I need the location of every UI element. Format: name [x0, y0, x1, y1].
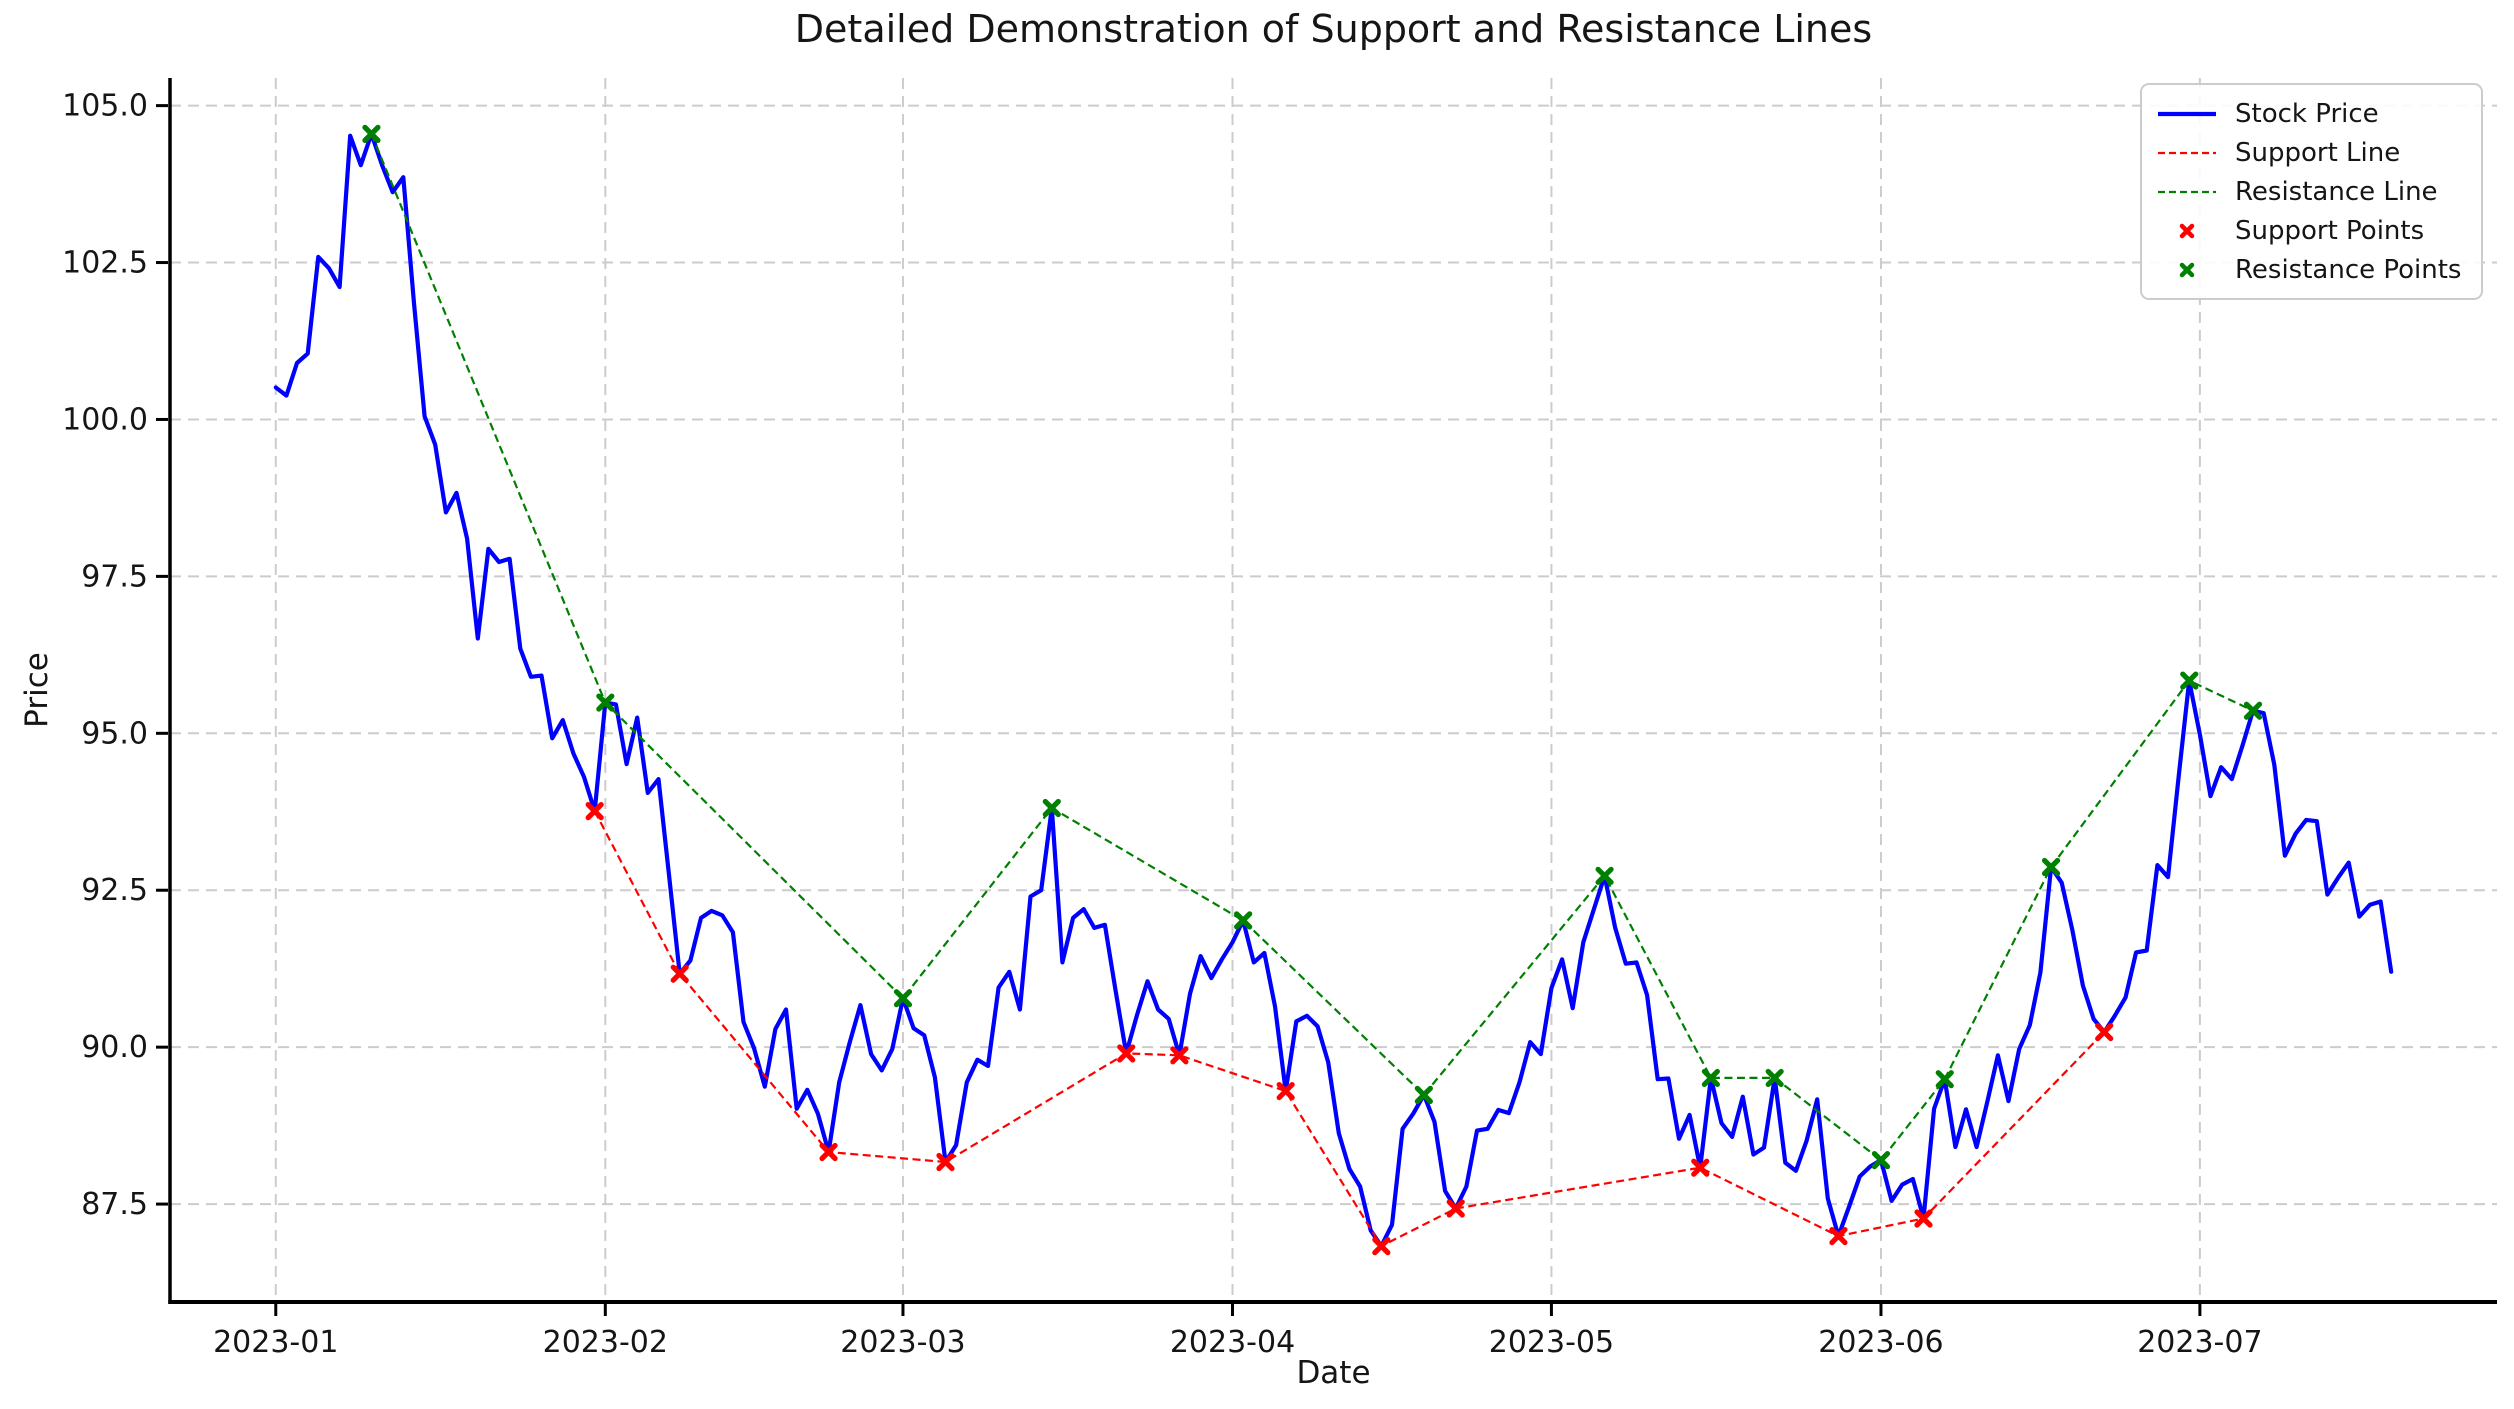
support-point-marker	[936, 1152, 955, 1172]
support-point-marker	[1691, 1158, 1710, 1177]
legend-item-label: Support Points	[2235, 215, 2425, 246]
resistance-point-marker	[1935, 1070, 1954, 1089]
x-axis-label: Date	[1296, 1355, 1371, 1391]
x-tick-label: 2023-07	[2137, 1325, 2262, 1360]
resistance-points-marker-icon	[2179, 262, 2195, 277]
support-point-marker	[585, 802, 604, 821]
support-point-marker	[670, 964, 689, 983]
resistance-point-marker	[596, 693, 615, 712]
y-tick-label: 90.0	[81, 1030, 148, 1065]
x-tick-label: 2023-04	[1170, 1325, 1295, 1360]
resistance-point-marker	[1701, 1068, 1720, 1088]
resistance-point-markers	[362, 124, 2263, 1170]
resistance-point-marker	[2243, 701, 2263, 720]
stock-price-line-sample-icon	[2158, 111, 2216, 116]
x-tick-label: 2023-01	[213, 1325, 338, 1360]
y-axis-label: Price	[19, 652, 55, 728]
y-tick-label: 97.5	[81, 559, 148, 594]
support-point-marker	[1276, 1082, 1295, 1101]
chart-title: Detailed Demonstration of Support and Re…	[794, 7, 1873, 51]
support-point-marker	[1170, 1046, 1189, 1065]
support-point-marker	[2095, 1022, 2114, 1042]
support-point-marker	[1914, 1209, 1933, 1228]
x-tick-label: 2023-02	[543, 1325, 668, 1360]
resistance-point-marker	[2180, 671, 2199, 690]
tick-labels: 2023-01 2023-02 2023-03 2023-04 2023-05 2023-…	[62, 89, 2262, 1360]
legend-item-label: Stock Price	[2235, 98, 2379, 129]
legend-item-label: Resistance Points	[2235, 254, 2462, 285]
y-tick-label: 102.5	[62, 246, 148, 281]
legend-item-label: Support Line	[2235, 137, 2401, 168]
support-line	[593, 810, 2105, 1248]
resistance-point-marker	[1234, 911, 1253, 930]
resistance-point-marker	[1042, 798, 1061, 818]
stock-price-line	[273, 131, 2394, 1249]
x-tick-label: 2023-05	[1489, 1325, 1614, 1360]
x-tick-label: 2023-03	[840, 1325, 965, 1360]
support-point-marker	[1372, 1237, 1391, 1256]
support-line-sample-icon	[2158, 151, 2216, 154]
resistance-point-marker	[1595, 866, 1614, 885]
x-tick-label: 2023-06	[1818, 1325, 1943, 1360]
support-points-marker-icon	[2179, 223, 2195, 238]
support-point-marker	[1829, 1226, 1848, 1246]
resistance-line-sample-icon	[2158, 190, 2216, 193]
y-tick-label: 92.5	[81, 873, 148, 908]
legend-item-resistance-points: Resistance Points	[2156, 251, 2467, 289]
legend-item-support-points: Support Points	[2156, 212, 2467, 250]
y-tick-label: 95.0	[81, 716, 148, 751]
legend-item-resistance-line: Resistance Line	[2156, 173, 2467, 211]
resistance-line	[370, 133, 2254, 1162]
support-point-markers	[585, 802, 2114, 1256]
grid	[170, 78, 2497, 1302]
resistance-point-marker	[1765, 1068, 1784, 1088]
y-tick-label: 87.5	[81, 1187, 148, 1222]
support-point-marker	[1446, 1199, 1465, 1218]
resistance-point-marker	[1871, 1151, 1891, 1170]
resistance-point-marker	[2041, 857, 2061, 877]
y-tick-label: 100.0	[62, 402, 148, 437]
legend-item-label: Resistance Line	[2235, 176, 2438, 207]
legend: Stock Price Support Line Resistance Line…	[2140, 83, 2483, 300]
resistance-point-marker	[362, 124, 381, 143]
support-point-marker	[819, 1142, 838, 1162]
ticks	[156, 104, 2202, 1316]
y-tick-label: 105.0	[62, 89, 148, 124]
support-point-marker	[1117, 1044, 1136, 1063]
resistance-point-marker	[893, 989, 913, 1008]
legend-item-stock-price: Stock Price	[2156, 95, 2467, 133]
legend-item-support-line: Support Line	[2156, 134, 2467, 172]
resistance-point-marker	[1414, 1085, 1433, 1104]
